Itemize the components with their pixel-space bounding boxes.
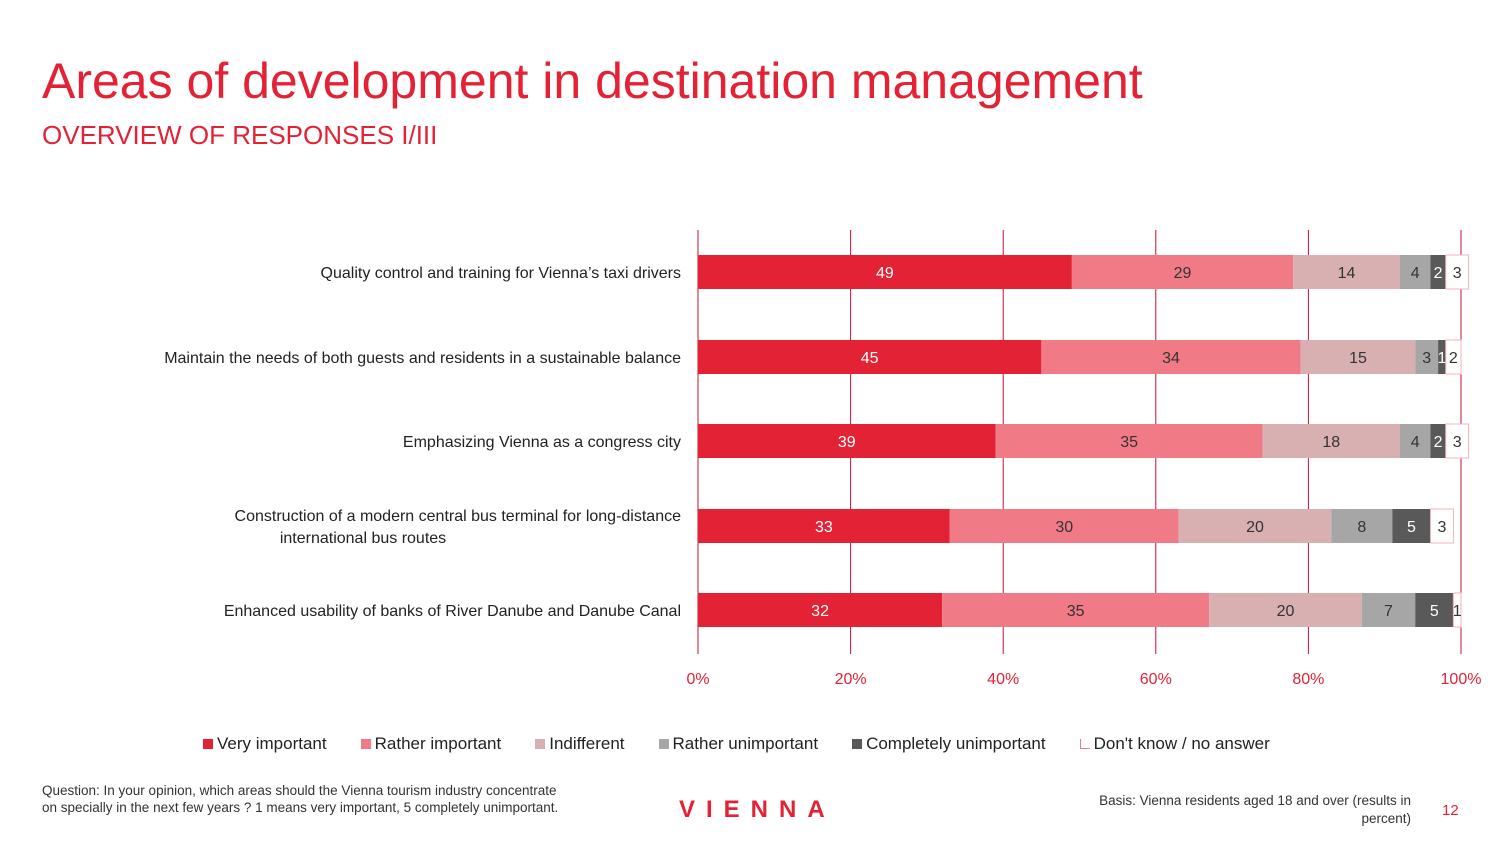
data-label: 45 (861, 350, 879, 367)
legend-item-rather-unimportant: Rather unimportant (658, 734, 819, 754)
bar-segment (698, 509, 950, 543)
chart-legend: Very important Rather important Indiffer… (203, 734, 1304, 754)
x-tick-label: 0% (686, 671, 709, 688)
data-label: 4 (1411, 265, 1420, 282)
category-label: Emphasizing Vienna as a congress city (403, 434, 681, 451)
data-label: 30 (1055, 519, 1073, 536)
bar-segment (949, 509, 1179, 543)
legend-item-very-important: Very important (203, 734, 327, 754)
legend-item-rather-important: Rather important (360, 734, 502, 754)
data-label: 49 (876, 265, 894, 282)
legend-swatch-indifferent (535, 739, 546, 749)
x-tick-label: 20% (835, 671, 867, 688)
x-tick-label: 80% (1292, 671, 1324, 688)
bar-segment (698, 424, 996, 458)
bar-segment (1262, 424, 1400, 458)
bar-segment (1361, 593, 1416, 627)
bar-segment (1331, 509, 1393, 543)
vienna-logo: VIENNA (679, 796, 836, 823)
x-tick-label: 60% (1140, 671, 1172, 688)
data-label: 5 (1430, 603, 1439, 620)
data-label: 32 (811, 603, 829, 620)
data-label: 2 (1449, 350, 1458, 367)
data-label: 29 (1174, 265, 1192, 282)
bar-segment (1430, 255, 1446, 289)
question-footnote: Question: In your opinion, which areas s… (42, 783, 559, 815)
page-title: Areas of development in destination mana… (42, 53, 1143, 109)
data-label: 33 (815, 519, 833, 536)
data-label: 1 (1437, 350, 1446, 367)
data-label: 15 (1349, 350, 1367, 367)
bar-segment (1392, 509, 1431, 543)
data-label: 3 (1453, 265, 1462, 282)
bar-segment (1445, 339, 1462, 375)
legend-swatch-rather-unimportant (658, 739, 669, 749)
bar-segment (1071, 255, 1294, 289)
legend-swatch-dont-know (1079, 739, 1090, 749)
bar-segment (1438, 340, 1446, 374)
x-tick-label: 100% (1441, 671, 1482, 688)
data-label: 1 (1453, 603, 1462, 620)
data-label: 3 (1453, 434, 1462, 451)
legend-swatch-rather-important (360, 739, 371, 749)
category-label: Construction of a modern central bus ter… (235, 508, 682, 547)
bar-segment (1399, 424, 1431, 458)
data-label: 18 (1322, 434, 1340, 451)
legend-label: Rather unimportant (672, 734, 819, 753)
page-subtitle: OVERVIEW OF RESPONSES I/III (42, 120, 438, 150)
data-label: 35 (1120, 434, 1138, 451)
bar-segment (1452, 592, 1462, 628)
data-label: 34 (1162, 350, 1180, 367)
legend-label: Don't know / no answer (1093, 734, 1270, 753)
data-label: 3 (1422, 350, 1431, 367)
bar-segment (698, 340, 1042, 374)
data-label: 8 (1357, 519, 1366, 536)
bar-segment (1399, 255, 1431, 289)
legend-swatch-very-important (203, 739, 213, 749)
data-label: 14 (1338, 265, 1356, 282)
data-label: 4 (1411, 434, 1420, 451)
data-label: 2 (1434, 434, 1443, 451)
legend-item-completely-unimportant: Completely unimportant (852, 734, 1046, 754)
bar-segment (698, 593, 943, 627)
x-tick-label: 40% (987, 671, 1019, 688)
data-label: 2 (1434, 265, 1443, 282)
bar-segment (1429, 508, 1454, 544)
data-label: 3 (1437, 519, 1446, 536)
data-label: 20 (1246, 519, 1264, 536)
bar-segment (1415, 593, 1454, 627)
data-label: 7 (1384, 603, 1393, 620)
bar-segment (942, 593, 1210, 627)
legend-label: Rather important (374, 734, 502, 753)
bar-segment (1300, 340, 1416, 374)
legend-label: Very important (217, 734, 327, 753)
page-number: 12 (1442, 802, 1459, 819)
category-label: Enhanced usability of banks of River Dan… (224, 603, 681, 620)
bar-segment (995, 424, 1263, 458)
bar-segment (1209, 593, 1362, 627)
bar-segment (1041, 340, 1301, 374)
data-label: 5 (1407, 519, 1416, 536)
data-label: 20 (1277, 603, 1295, 620)
bar-segment (1178, 509, 1332, 543)
legend-item-dont-know: Don't know / no answer (1079, 734, 1270, 754)
bar-segment (1415, 340, 1439, 374)
basis-note: Basis: Vienna residents aged 18 and over… (1099, 793, 1411, 826)
bar-segment (1445, 254, 1470, 290)
category-label: Quality control and training for Vienna’… (321, 265, 681, 282)
bar-segment (1430, 424, 1446, 458)
legend-swatch-completely-unimportant (852, 739, 863, 749)
category-label: Maintain the needs of both guests and re… (164, 350, 681, 367)
data-label: 39 (838, 434, 856, 451)
legend-label: Indifferent (549, 734, 625, 753)
legend-item-indifferent: Indifferent (535, 734, 625, 754)
bar-segment (1293, 255, 1400, 289)
bar-segment (1445, 423, 1470, 459)
legend-label: Completely unimportant (866, 734, 1046, 753)
data-label: 35 (1067, 603, 1085, 620)
bar-segment (698, 255, 1072, 289)
